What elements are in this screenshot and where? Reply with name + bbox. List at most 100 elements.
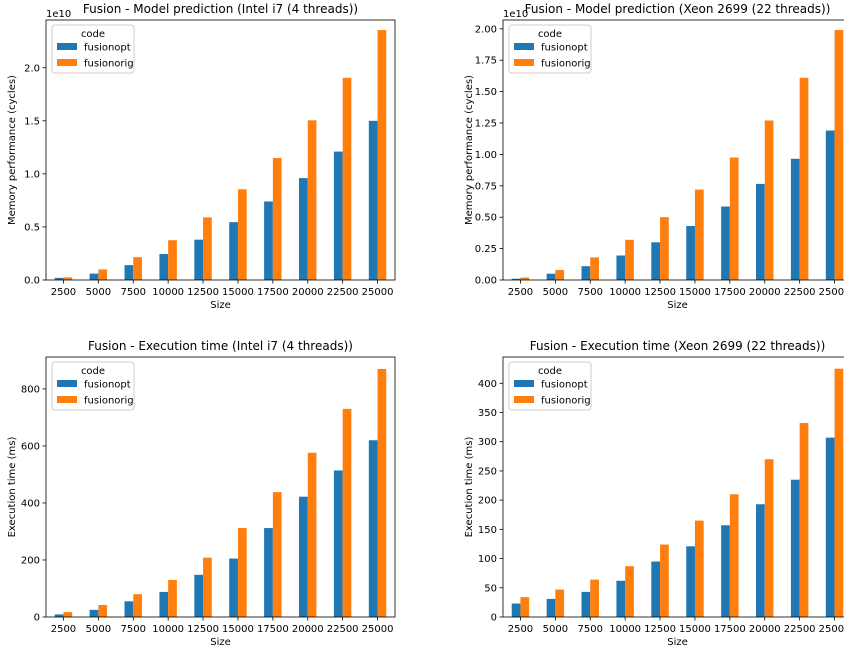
legend-label-fusionopt: fusionopt [541,380,588,391]
plot-frame [502,356,844,618]
x-tick-label: 10000 [152,624,184,635]
legend-title: code [81,366,105,377]
bar-fusionorig-10000 [625,566,634,617]
bar-fusionopt-15000 [686,225,695,280]
y-axis-label: Memory performance (cycles) [7,75,18,225]
x-tick-label: 2500 [51,287,76,298]
x-tick-label: 2500 [51,624,76,635]
bar-fusionopt-25000 [825,437,835,617]
x-tick-label: 20000 [292,624,324,635]
chart-title: Fusion - Model prediction (Xeon 2699 (22… [525,2,831,16]
bar-fusionorig-17500 [272,157,282,280]
y-tick-label: 2.00 [475,24,497,35]
y-tick-label: 0 [34,613,40,624]
y-tick-label: 800 [21,384,40,395]
x-tick-label: 10000 [152,287,184,298]
bar-fusionorig-12500 [660,217,669,280]
x-tick-label: 25000 [362,624,394,635]
x-tick-label: 15000 [679,624,711,635]
chart-title: Fusion - Execution time (Intel i7 (4 thr… [88,339,353,353]
x-tick-label: 25000 [362,287,394,298]
y-tick-label: 0 [491,613,497,624]
legend-swatch-fusionopt [514,380,534,387]
x-tick-label: 12500 [644,624,676,635]
y-tick-label: 300 [478,437,497,448]
y-tick-label: 1.75 [475,56,497,67]
x-tick-label: 15000 [222,287,254,298]
bar-fusionopt-10000 [159,591,169,617]
bar-fusionopt-7500 [581,591,591,617]
y-tick-label: 250 [478,466,497,477]
bar-fusionopt-17500 [721,525,730,617]
legend-swatch-fusionopt [57,43,77,50]
x-tick-label: 15000 [679,287,711,298]
x-tick-label: 5000 [543,624,568,635]
bar-fusionopt-20000 [756,504,765,617]
axis-offset-label: 1e10 [46,9,71,20]
x-tick-label: 22500 [784,287,816,298]
y-axis-label: Memory performance (cycles) [464,75,475,225]
bar-fusionorig-7500 [133,594,142,617]
x-tick-label: 7500 [578,624,603,635]
x-axis-label: Size [210,637,231,648]
y-tick-label: 50 [484,583,497,594]
y-tick-label: 150 [478,525,497,536]
bar-fusionorig-5000 [98,605,108,617]
y-tick-label: 1.00 [475,150,497,161]
x-tick-label: 5000 [86,624,111,635]
bar-fusionopt-10000 [616,580,626,617]
bar-fusionopt-5000 [89,273,99,280]
bar-fusionorig-20000 [764,459,774,617]
legend: code fusionopt fusionorig [51,361,135,411]
legend-swatch-fusionorig [57,59,77,66]
chart-title: Fusion - Execution time (Xeon 2699 (22 t… [530,339,826,353]
plot-frame [45,356,396,618]
bar-fusionopt-2500 [54,614,64,617]
bar-fusionopt-22500 [790,479,800,617]
bar-fusionopt-2500 [511,278,521,280]
plot-frame [502,19,844,281]
y-tick-label: 1.50 [475,87,497,98]
x-axis-label: Size [210,300,231,311]
bar-fusionorig-12500 [660,544,669,617]
y-tick-label: 200 [21,555,40,566]
bar-fusionopt-12500 [194,239,204,280]
bar-fusionorig-17500 [729,494,739,617]
bar-fusionopt-7500 [124,601,134,617]
y-tick-label: 0.00 [475,276,497,287]
bar-fusionorig-20000 [307,452,317,617]
bar-fusionorig-22500 [342,77,352,280]
legend-swatch-fusionopt [57,380,77,387]
x-tick-label: 15000 [222,624,254,635]
bar-fusionopt-12500 [194,574,204,617]
x-tick-label: 22500 [327,624,359,635]
chart-panel-3: 2500 5000 7500 10000 12500 15000 17500 20000 225… [7,339,396,648]
bar-fusionopt-17500 [721,206,730,280]
bar-fusionopt-25000 [368,440,378,617]
bar-fusionorig-15000 [694,520,704,617]
legend: code fusionopt fusionorig [508,361,592,411]
chart-title: Fusion - Model prediction (Intel i7 (4 t… [83,2,358,16]
bar-fusionorig-22500 [342,408,352,617]
x-tick-label: 7500 [121,624,146,635]
bar-fusionopt-10000 [616,255,626,280]
y-tick-label: 400 [478,379,497,390]
bar-fusionorig-2500 [520,597,530,617]
bar-fusionorig-7500 [590,579,599,617]
legend-label-fusionopt: fusionopt [84,43,131,54]
y-tick-label: 1.25 [475,118,497,129]
bar-fusionorig-5000 [555,589,565,617]
bar-fusionorig-7500 [133,257,142,280]
plot-frame [45,19,396,281]
legend: code fusionopt fusionorig [51,24,135,74]
bar-fusionopt-2500 [54,277,64,280]
bar-fusionopt-7500 [581,266,591,280]
chart-panel-4: 2500 5000 7500 10000 12500 15000 17500 20000 225… [464,339,844,648]
bar-fusionorig-12500 [203,557,212,617]
bar-fusionopt-15000 [229,222,238,280]
bar-fusionorig-15000 [237,528,247,617]
x-tick-label: 10000 [609,624,641,635]
bar-fusionopt-12500 [651,242,661,280]
legend-title: code [81,29,105,40]
bar-fusionorig-7500 [590,257,599,280]
